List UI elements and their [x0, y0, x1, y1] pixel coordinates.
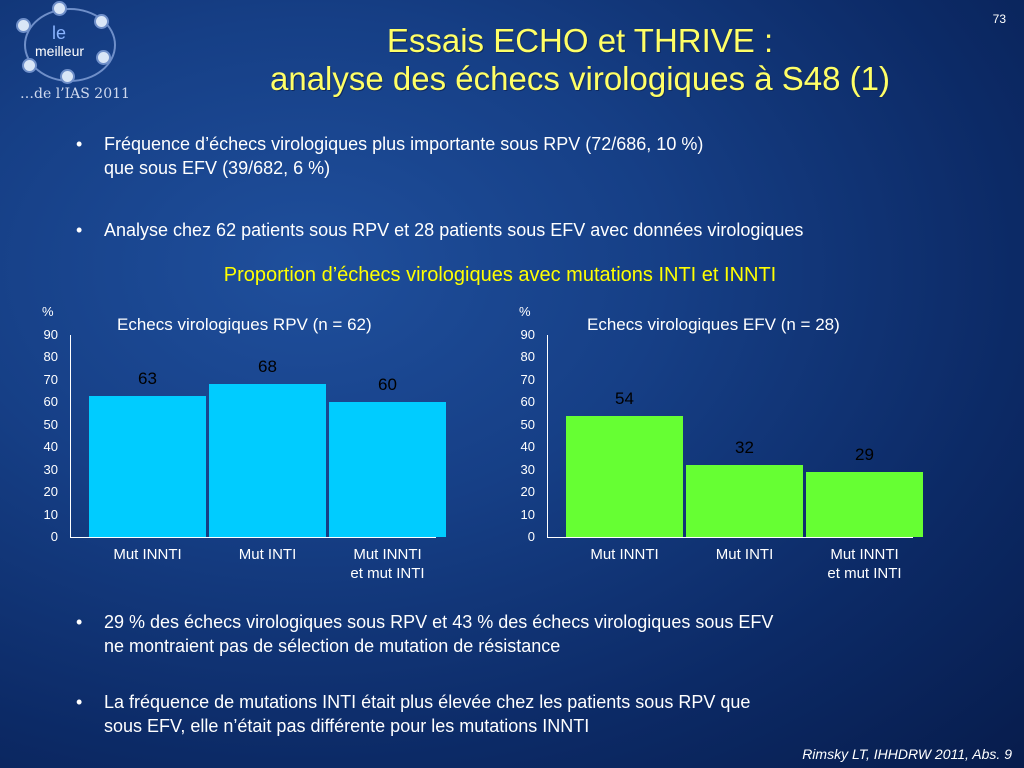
- y-tick-label: 70: [520, 371, 535, 387]
- logo: le meilleur …de l’IAS 2011: [10, 1, 140, 106]
- bar-value-label: 54: [615, 388, 634, 408]
- slide-number: 73: [992, 12, 1006, 26]
- x-tick-label: Mut INTI: [715, 546, 774, 563]
- logo-dot: [96, 50, 111, 65]
- y-tick-label: 60: [43, 394, 58, 410]
- logo-dot: [22, 58, 37, 73]
- bullet-marker: •: [76, 612, 83, 632]
- x-tick-label: Mut INTI: [238, 546, 297, 563]
- chart-subtitle: Proportion d’échecs virologiques avec mu…: [223, 264, 777, 286]
- y-tick-label: 50: [520, 416, 535, 432]
- bar: [209, 384, 326, 537]
- y-tick-label: 30: [520, 461, 535, 477]
- x-tick-label: Mut INNTI et mut INTI: [827, 546, 902, 582]
- y-axis-line: [70, 335, 71, 537]
- logo-dot: [52, 1, 67, 16]
- bar-value-label: 63: [138, 368, 157, 388]
- bullet-marker: •: [76, 692, 83, 712]
- chart-title: Echecs virologiques RPV (n = 62): [117, 315, 372, 334]
- bullet-text: sous EFV, elle n’était pas différente po…: [104, 716, 590, 736]
- bullet-text: Fréquence d’échecs virologiques plus imp…: [104, 134, 704, 154]
- bullet-text: 29 % des échecs virologiques sous RPV et…: [104, 612, 774, 632]
- bar: [566, 415, 683, 537]
- bullet-text: Analyse chez 62 patients sous RPV et 28 …: [104, 220, 804, 240]
- logo-text-le: le: [52, 23, 67, 43]
- bullet-text: ne montraient pas de sélection de mutati…: [104, 636, 561, 656]
- bullet-marker: •: [76, 134, 83, 154]
- y-tick-label: 30: [43, 461, 58, 477]
- bullet-item: • 29 % des échecs virologiques sous RPV …: [76, 610, 774, 658]
- x-axis-line: [547, 537, 913, 538]
- y-tick-label: 20: [520, 484, 535, 500]
- y-tick-label: 20: [43, 484, 58, 500]
- bar-value-label: 32: [735, 438, 754, 458]
- bar-value-label: 68: [258, 357, 277, 377]
- bullet-item: • Fréquence d’échecs virologiques plus i…: [76, 132, 704, 180]
- y-tick-label: 80: [43, 349, 58, 365]
- bar: [89, 395, 206, 537]
- y-tick-label: 80: [520, 349, 535, 365]
- y-tick-label: 40: [43, 439, 58, 455]
- bar: [686, 465, 803, 537]
- x-axis-line: [70, 537, 436, 538]
- title-line-1: Essais ECHO et THRIVE :: [386, 22, 774, 59]
- bullet-item: • La fréquence de mutations INTI était p…: [76, 690, 751, 738]
- logo-dot: [94, 14, 109, 29]
- x-tick-label: Mut INNTI: [113, 546, 182, 563]
- y-axis-unit: %: [519, 304, 531, 319]
- bullet-text: que sous EFV (39/682, 6 %): [104, 158, 331, 178]
- source-citation: Rimsky LT, IHHDRW 2011, Abs. 9: [802, 746, 1012, 762]
- y-tick-label: 10: [520, 506, 535, 522]
- x-tick-label: Mut INNTI et mut INTI: [350, 546, 425, 582]
- y-tick-label: 60: [520, 394, 535, 410]
- logo-dot: [16, 18, 31, 33]
- logo-dot: [60, 69, 75, 84]
- y-axis-unit: %: [42, 304, 54, 319]
- y-tick-label: 70: [43, 371, 58, 387]
- logo-text-ias: …de l’IAS 2011: [20, 86, 130, 102]
- y-tick-label: 90: [520, 327, 535, 342]
- y-tick-label: 0: [527, 529, 535, 544]
- bullet-marker: •: [76, 220, 83, 240]
- chart-title: Echecs virologiques EFV (n = 28): [587, 315, 840, 334]
- y-tick-label: 40: [520, 439, 535, 455]
- y-axis-line: [547, 335, 548, 537]
- logo-text-meilleur: meilleur: [35, 43, 85, 59]
- bar: [329, 402, 446, 537]
- bar-value-label: 29: [855, 444, 874, 464]
- y-tick-label: 90: [43, 327, 58, 342]
- bar-value-label: 60: [378, 375, 397, 395]
- y-tick-label: 50: [43, 416, 58, 432]
- bar: [806, 471, 923, 537]
- bullet-text: La fréquence de mutations INTI était plu…: [104, 692, 751, 712]
- bullet-item: • Analyse chez 62 patients sous RPV et 2…: [76, 218, 804, 242]
- y-tick-label: 0: [50, 529, 58, 544]
- y-tick-label: 10: [43, 506, 58, 522]
- title-line-2: analyse des échecs virologiques à S48 (1…: [269, 60, 891, 97]
- slide-title: Essais ECHO et THRIVE : analyse des éche…: [150, 22, 1010, 98]
- x-tick-label: Mut INNTI: [590, 546, 659, 563]
